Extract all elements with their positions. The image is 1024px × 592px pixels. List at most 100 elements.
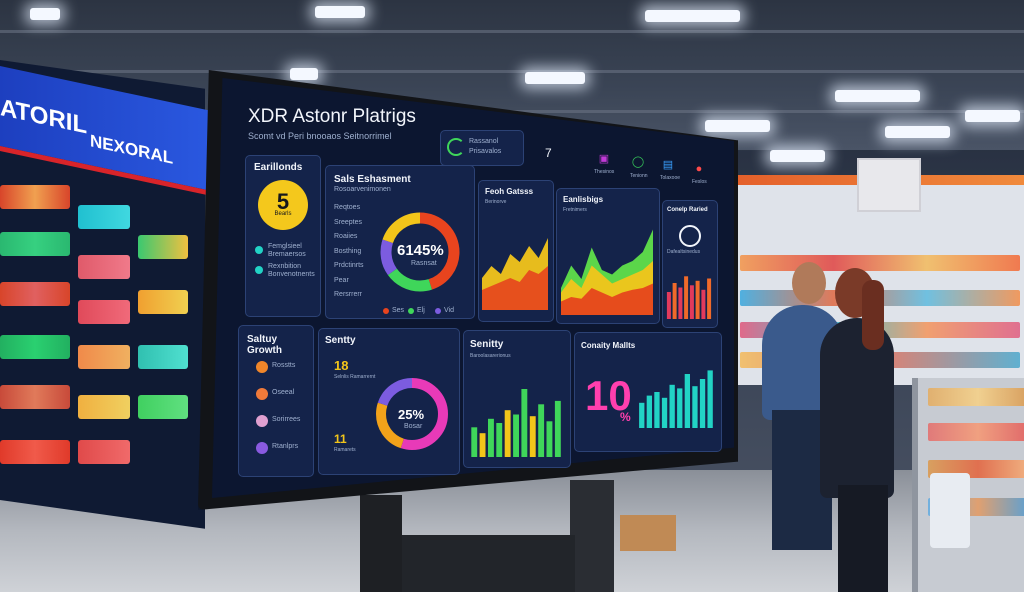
top-icon-label: Feslos <box>692 179 707 185</box>
legend-label: Elj <box>417 307 425 314</box>
sentry-donut-value: 25% <box>398 407 425 422</box>
product-row <box>0 282 70 306</box>
chat-icon[interactable]: ▣ <box>598 153 610 165</box>
card-title: Conelp Raried <box>667 207 708 213</box>
product-row <box>138 345 188 369</box>
card-subtitle: Berinorve <box>485 199 507 205</box>
bar <box>554 400 561 457</box>
document-icon[interactable]: ▤ <box>662 159 674 171</box>
list-item: Rersrrerr <box>334 291 362 298</box>
badge-label: Bearls <box>274 211 292 217</box>
product-row <box>0 385 70 409</box>
product-row <box>138 290 188 314</box>
shopper-woman-legs <box>838 485 888 592</box>
legend-label: Ses <box>392 307 405 314</box>
bar <box>538 404 545 457</box>
bar <box>654 392 660 428</box>
bar <box>692 386 698 428</box>
bar <box>699 379 706 428</box>
product-row <box>78 255 130 279</box>
donut-slice <box>376 378 448 450</box>
bar <box>488 418 494 457</box>
growth-card[interactable]: Saltuy Growth <box>238 325 314 477</box>
monitor-stand-base <box>400 535 575 592</box>
bar <box>672 283 677 319</box>
ceiling-truss <box>0 30 1024 33</box>
dashboard-subtitle: Scomt vd Peri bnooaos Seitnorrimel <box>248 131 392 141</box>
bar <box>707 278 712 319</box>
ceiling-light <box>315 6 365 18</box>
header-widget-label: Rassanol <box>469 138 499 145</box>
bar <box>669 384 675 428</box>
sales-donut-label: Rasnsat <box>411 260 437 267</box>
bar <box>677 388 683 428</box>
shopper-man-head <box>792 262 826 304</box>
monitor-stand <box>570 480 614 592</box>
card-title: Sentty <box>325 335 356 346</box>
list-item: Prdctinrts <box>334 262 364 269</box>
card-subtitle: Dafealtsinedus <box>667 249 701 255</box>
ceiling-light <box>965 110 1020 122</box>
product-row <box>0 185 70 209</box>
list-item: Rtanlprs <box>272 443 299 450</box>
ceiling-light <box>705 120 770 132</box>
legend-dot-icon <box>408 308 414 314</box>
bar <box>689 285 694 319</box>
bar <box>646 395 652 428</box>
product-row <box>138 395 188 419</box>
card-title: Conaity Mallts <box>581 341 636 350</box>
list-item: Sreeptes <box>334 218 363 226</box>
card-title: Saltuy Growth <box>247 334 282 356</box>
bar <box>684 276 689 319</box>
ceiling-light <box>30 8 60 20</box>
store-sign-text: NEXORAL <box>90 131 174 168</box>
ceiling-light <box>525 72 585 84</box>
product-row <box>78 205 130 229</box>
top-icon-label: Thesinos <box>594 169 615 175</box>
list-bullet-icon <box>256 361 268 373</box>
shopping-bag <box>930 473 970 548</box>
bar <box>479 433 486 457</box>
bar <box>471 427 478 457</box>
sentry-bottom-value: 11 <box>334 432 347 446</box>
list-item: Reqtoes <box>334 204 361 211</box>
list-bullet-icon <box>256 388 268 400</box>
list-item: Oseeal <box>272 389 295 396</box>
header-widget[interactable]: Rassanol Prisavalos <box>440 130 524 166</box>
legend-dot-icon <box>435 308 441 314</box>
list-bullet-icon <box>256 442 268 454</box>
ceiling-light <box>645 10 740 22</box>
bar <box>513 414 519 457</box>
bar <box>529 416 536 457</box>
bar <box>504 410 511 457</box>
bar <box>707 370 713 428</box>
left-item-sub: Bonvenotnents <box>268 271 315 278</box>
left-summary-card[interactable]: Earillonds <box>245 155 321 317</box>
ceiling-light <box>770 150 825 162</box>
bar <box>684 374 690 428</box>
vanity-suffix: % <box>620 410 631 424</box>
header-widget-label: Prisavalos <box>469 148 502 155</box>
ceiling-truss <box>0 70 1024 73</box>
legend-dot-icon <box>383 308 389 314</box>
store-sign <box>857 158 921 212</box>
cardboard-box <box>620 515 676 551</box>
count-badge: 5 Bearls <box>258 180 308 230</box>
product-row <box>928 388 1024 406</box>
sentry-top-label: Selnlis Ramarrernt <box>334 374 376 380</box>
ceiling-light <box>835 90 920 102</box>
card-subtitle: Rosoarvenimonen <box>334 186 391 193</box>
circle-icon[interactable]: ◯ <box>631 156 645 168</box>
card-title: Eanlisbigs <box>563 195 604 204</box>
donut-slice <box>380 212 460 292</box>
ceiling-light <box>290 68 318 80</box>
sales-donut-chart <box>380 212 460 292</box>
shopper-woman <box>820 318 894 498</box>
card-subtitle: Fretnimers <box>563 207 587 213</box>
bar-chart <box>471 389 561 457</box>
product-row <box>740 255 1020 271</box>
left-item-label: Femglsieel <box>268 243 302 250</box>
alert-icon[interactable]: ● <box>695 163 703 175</box>
bar <box>521 389 528 457</box>
product-row <box>78 345 130 369</box>
